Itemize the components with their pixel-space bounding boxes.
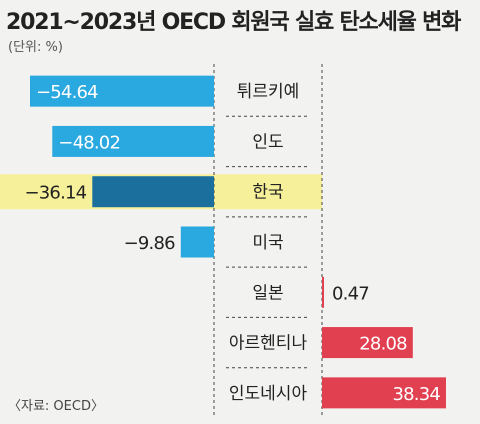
value-label: −54.64 [36, 82, 98, 103]
source-note: 〈자료: OECD〉 [8, 399, 104, 414]
value-label: −48.02 [58, 132, 120, 153]
value-label: 0.47 [332, 283, 369, 304]
bar-일본 [322, 276, 324, 308]
category-label: 한국 [252, 183, 283, 203]
category-label: 아르헨티나 [229, 334, 308, 354]
category-label: 인도네시아 [229, 384, 308, 404]
bar-튀르키예 [30, 75, 214, 107]
bar-인도네시아 [322, 377, 446, 409]
unit-label: (단위: %) [8, 40, 63, 55]
bar-미국 [180, 226, 214, 258]
value-label: −36.14 [24, 183, 86, 204]
value-label: 28.08 [359, 334, 407, 355]
category-label: 인도 [252, 132, 283, 152]
value-label: −9.86 [124, 233, 176, 254]
value-label: 38.34 [392, 384, 440, 405]
bar-아르헨티나 [322, 327, 413, 359]
bar-인도 [52, 125, 214, 157]
category-label: 일본 [252, 283, 283, 303]
chart-title: 2021~2023년 OECD 회원국 실효 탄소세율 변화 [6, 10, 461, 35]
category-label: 미국 [252, 233, 283, 253]
category-label: 튀르키예 [237, 82, 300, 102]
bar-한국 [92, 176, 214, 208]
